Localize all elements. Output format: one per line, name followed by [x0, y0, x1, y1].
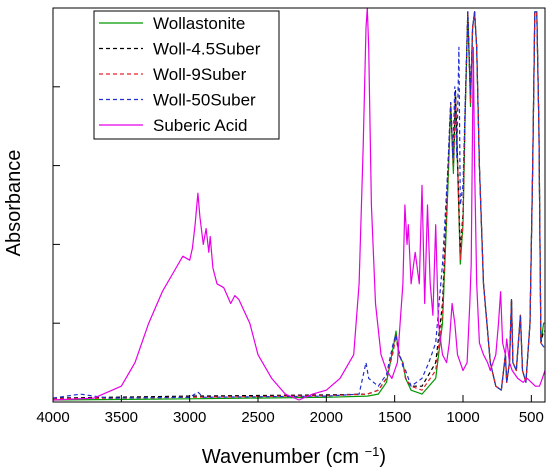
legend: Wollastonite Woll-4.5Suber Woll-9Suber Woll… — [93, 10, 280, 140]
x-tick-label: 3000 — [173, 409, 206, 426]
legend-label: Woll-9Suber — [153, 65, 247, 84]
x-tick-label: 1000 — [446, 409, 479, 426]
x-tick-label: 2000 — [310, 409, 343, 426]
x-axis-title-main: Wavenumber (cm — [202, 446, 365, 468]
x-tick-label: 1500 — [378, 409, 411, 426]
legend-label: Suberic Acid — [153, 116, 248, 135]
series-layer — [52, 7, 546, 401]
series-line-woll-50suber — [52, 11, 545, 399]
legend-label: Wollastonite — [153, 14, 245, 33]
x-tick-label: 3500 — [105, 409, 138, 426]
x-tick-label: 2500 — [241, 409, 274, 426]
y-axis-title: Absorbance — [3, 150, 25, 257]
plot-frame — [52, 7, 546, 403]
series-line-suberic-acid — [52, 7, 546, 401]
x-tick-label: 4000 — [36, 409, 69, 426]
legend-label: Woll-4.5Suber — [153, 40, 261, 59]
x-tick-label: 500 — [519, 409, 544, 426]
legend-label: Woll-50Suber — [153, 91, 256, 110]
x-axis-title-suffix: ) — [379, 446, 386, 468]
x-axis-title-superscript: −1 — [365, 444, 380, 459]
ticks-layer: 4000 3500 3000 2500 2000 1500 1000 500 — [36, 7, 544, 426]
legend-box — [93, 10, 280, 140]
x-axis-title: Wavenumber (cm −1) — [202, 444, 386, 468]
